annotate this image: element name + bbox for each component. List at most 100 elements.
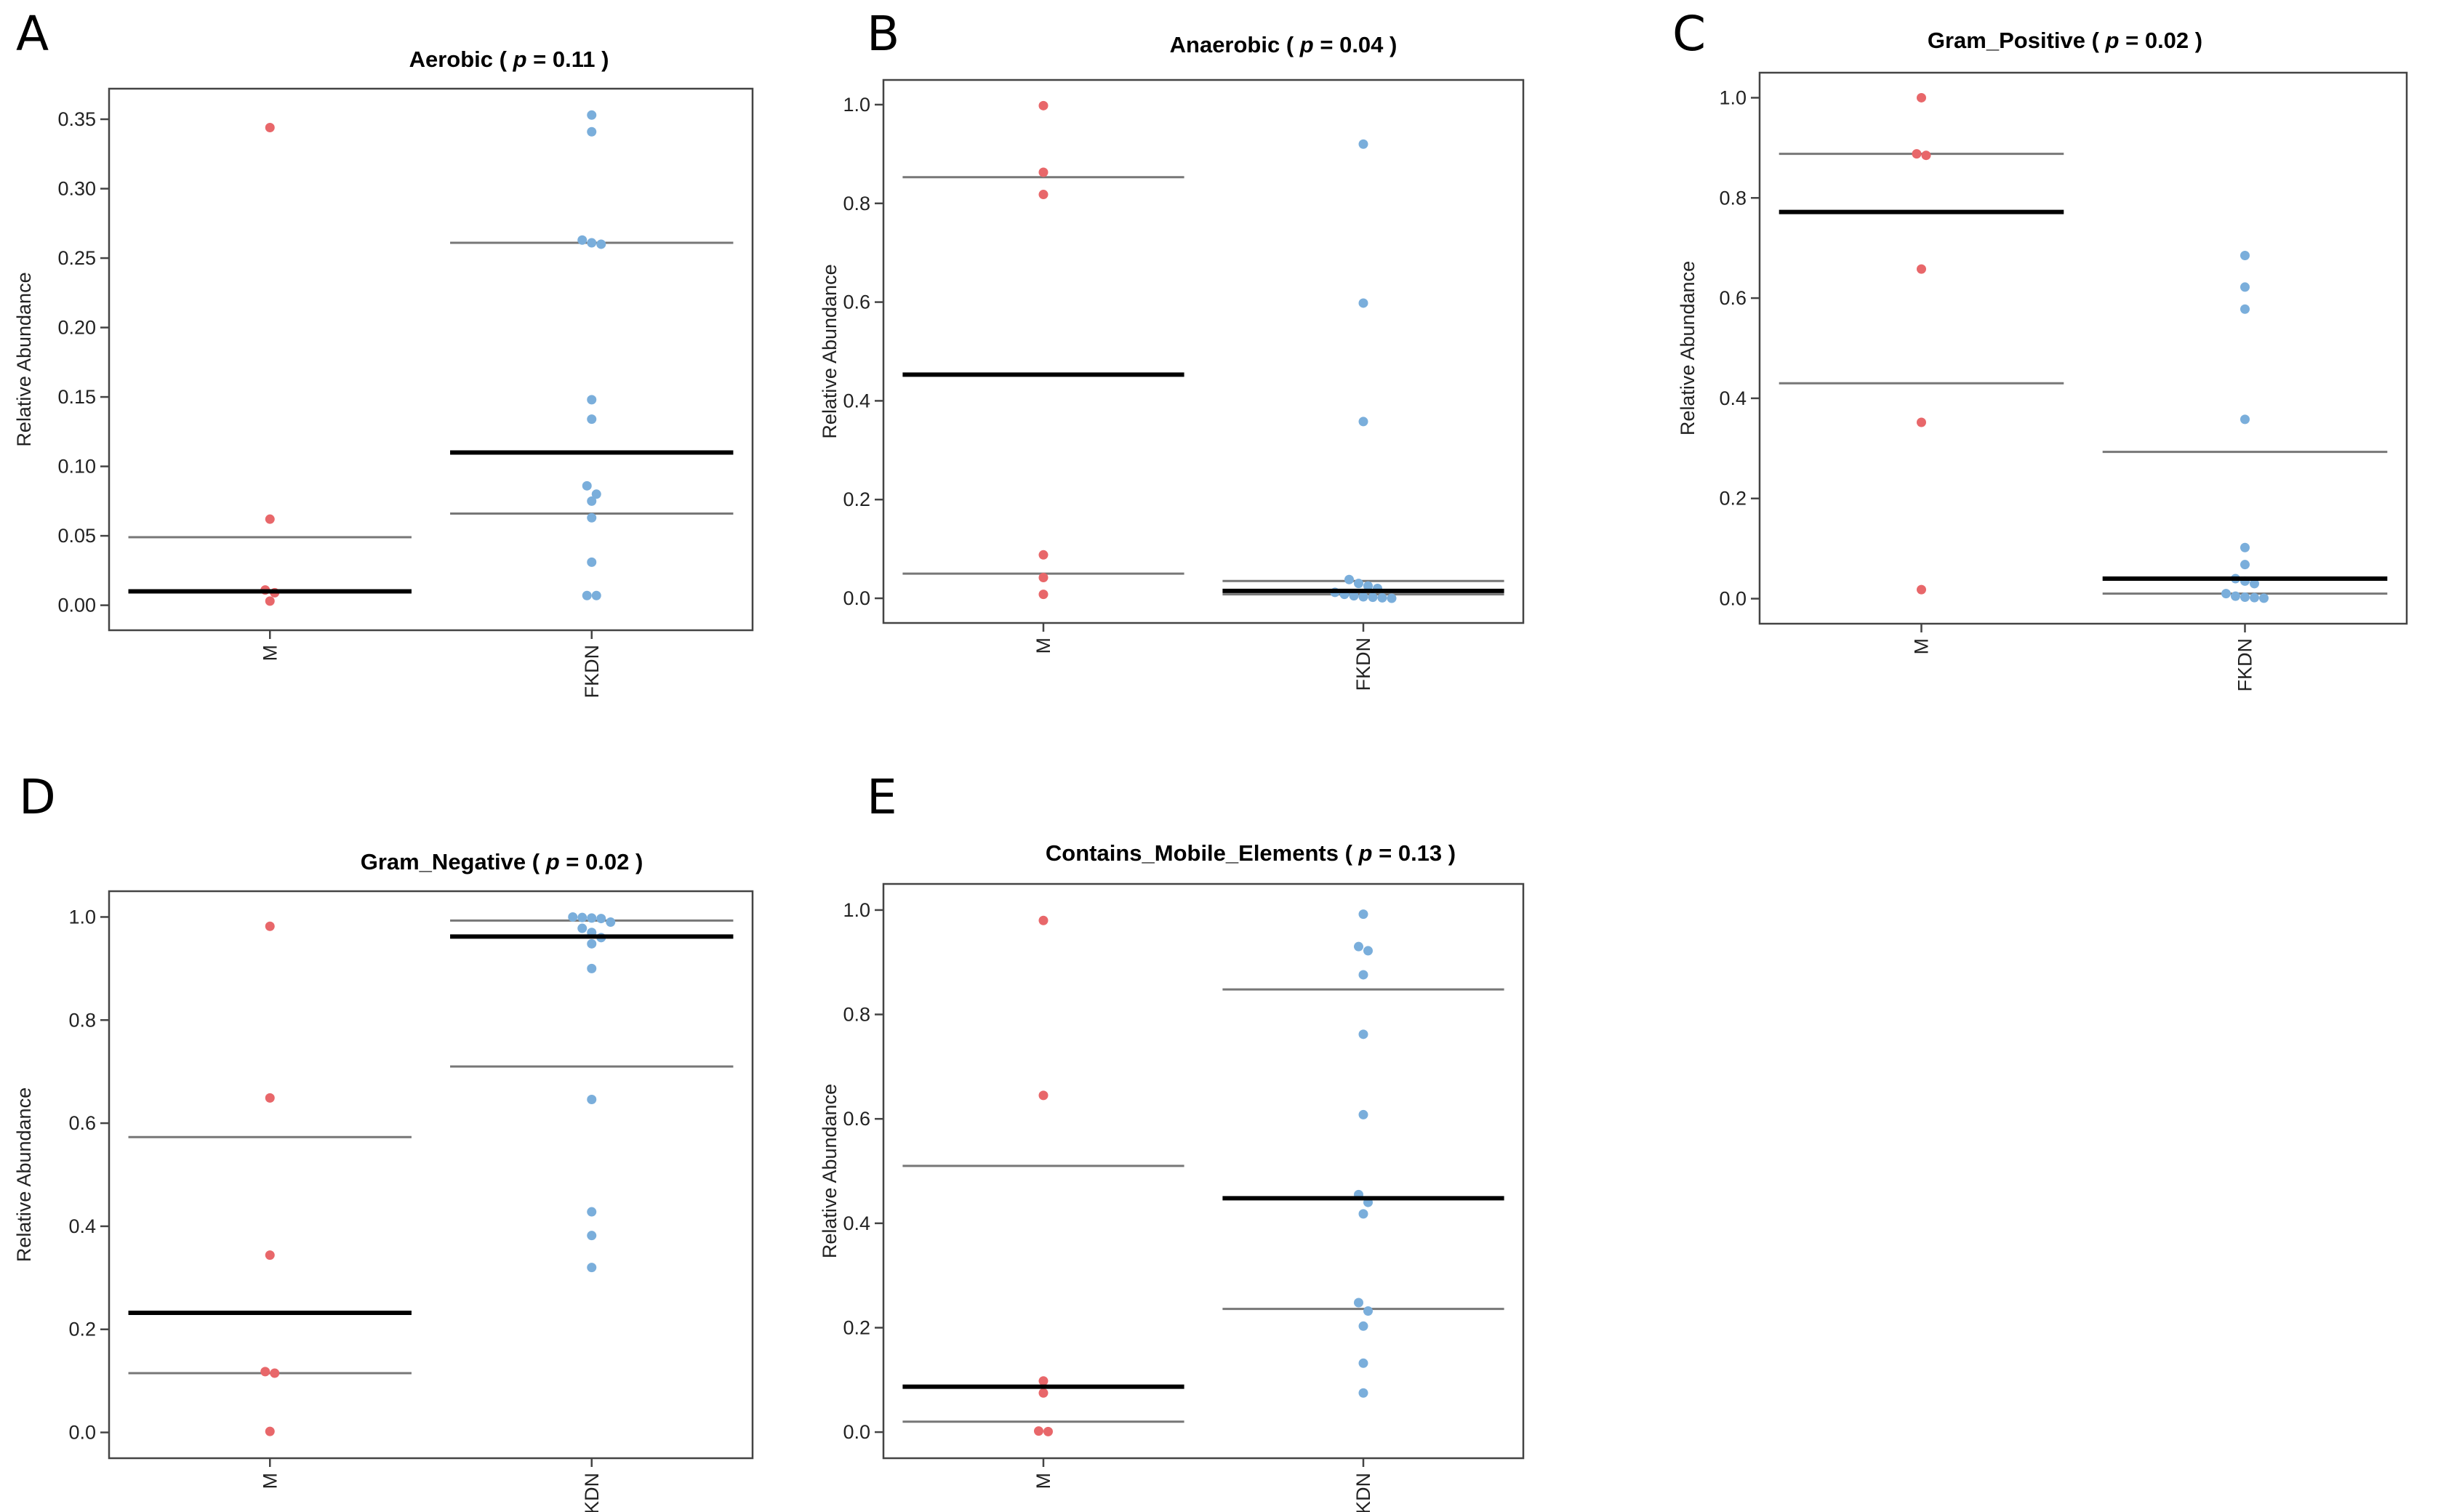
data-point — [1917, 264, 1926, 274]
data-point — [2240, 592, 2250, 602]
p-value: = 0.04 — [1320, 32, 1384, 57]
x-tick-label: M — [1032, 1473, 1054, 1489]
data-point — [1038, 573, 1048, 583]
data-point — [587, 126, 597, 137]
y-tick-label: 0.4 — [68, 1215, 96, 1237]
data-point — [568, 912, 578, 922]
p-value: = 0.02 — [566, 849, 629, 874]
y-tick-label: 0.6 — [843, 291, 870, 313]
chart-title-name: Gram_Negative — [361, 849, 526, 874]
x-tick-label: FKDN — [581, 645, 603, 699]
x-tick-label: M — [1911, 638, 1933, 655]
y-tick-label: 0.10 — [57, 456, 96, 478]
data-point — [591, 489, 601, 499]
y-tick-label: 0.2 — [843, 488, 870, 510]
data-point — [1038, 190, 1048, 200]
p-label: p — [2105, 28, 2120, 53]
data-point — [587, 238, 597, 248]
data-point — [265, 921, 275, 931]
data-point — [2240, 542, 2250, 552]
x-tick-label: M — [259, 645, 281, 662]
y-tick-label: 0.0 — [68, 1422, 96, 1444]
y-tick-label: 0.6 — [1719, 287, 1747, 309]
data-point — [587, 395, 597, 405]
y-tick-label: 0.0 — [843, 1421, 870, 1443]
data-point — [587, 963, 597, 973]
data-point — [1358, 298, 1368, 308]
data-point — [1358, 1109, 1368, 1119]
panel-letter-e: E — [867, 769, 897, 825]
chart-aerobic: Aerobic ( p = 0.11 ) 0.00 0.05 0.10 0.15 0.2… — [13, 47, 754, 699]
x-tick-label: M — [1032, 638, 1054, 654]
y-tick-label: 1.0 — [843, 899, 870, 921]
data-point — [2240, 282, 2250, 292]
y-tick-label: 1.0 — [843, 94, 870, 116]
chart-anaerobic: Anaerobic ( p = 0.04 ) 0.0 0.2 0.4 0.6 0.8 1.… — [819, 32, 1525, 691]
data-point — [606, 917, 616, 928]
data-point — [1349, 591, 1359, 601]
y-tick-label: 0.6 — [68, 1112, 96, 1134]
y-tick-label: 1.0 — [68, 906, 96, 928]
data-point — [1363, 946, 1373, 956]
panel-letter-d: D — [19, 769, 56, 825]
data-point — [1038, 100, 1048, 110]
data-point — [2240, 251, 2250, 261]
panel-d: D Gram_Negative ( p = 0.02 ) 0.0 0.2 0.4 0.… — [0, 756, 785, 1512]
data-point — [2250, 579, 2259, 589]
data-point — [2250, 592, 2259, 603]
x-tick-label: FKDN — [581, 1473, 603, 1512]
data-point — [1358, 1209, 1368, 1219]
data-point — [270, 1368, 280, 1378]
data-point — [1363, 581, 1373, 591]
data-point — [1358, 1388, 1368, 1398]
data-point — [1354, 1298, 1363, 1308]
x-tick-label: FKDN — [2234, 638, 2256, 692]
data-point — [582, 590, 592, 600]
chart-title-name: Gram_Positive — [1928, 28, 2085, 53]
panel-c: C Gram_Positive ( p = 0.02 ) 0.0 0.2 0.4 0.… — [1658, 0, 2454, 734]
data-point — [265, 1093, 275, 1103]
data-point — [2240, 414, 2250, 425]
plot-frame — [108, 87, 754, 632]
data-point — [2240, 560, 2250, 570]
data-point — [1358, 1358, 1368, 1368]
y-tick-label: 0.8 — [843, 1004, 870, 1026]
data-point — [1387, 593, 1397, 603]
data-point — [587, 110, 597, 120]
p-label: p — [1358, 840, 1373, 866]
y-tick-label: 0.8 — [68, 1009, 96, 1031]
data-point — [1917, 584, 1926, 595]
data-point — [577, 235, 588, 245]
data-point — [582, 480, 592, 491]
data-point — [1921, 150, 1931, 161]
data-point — [1344, 574, 1354, 584]
chart-title-name: Aerobic — [409, 47, 493, 72]
y-tick-label: 0.4 — [843, 390, 870, 411]
data-point — [1363, 1306, 1373, 1316]
data-point — [1038, 550, 1048, 560]
data-point — [1043, 1426, 1053, 1436]
y-tick-label: 1.0 — [1719, 87, 1747, 108]
p-label: p — [545, 849, 560, 874]
y-tick-label: 0.4 — [1719, 387, 1747, 409]
data-point — [1358, 139, 1368, 149]
data-point — [587, 1207, 597, 1217]
y-tick-label: 0.05 — [57, 525, 96, 547]
chart-gram-positive: Gram_Positive ( p = 0.02 ) 0.0 0.2 0.4 0.6 0… — [1677, 28, 2408, 692]
data-point — [2240, 304, 2250, 314]
data-point — [265, 122, 275, 132]
panel-letter-b: B — [867, 6, 900, 62]
data-point — [1358, 417, 1368, 427]
data-point — [265, 596, 275, 606]
y-tick-label: 0.2 — [1719, 488, 1747, 510]
data-point — [1358, 1029, 1368, 1040]
plot-frame — [882, 79, 1525, 624]
y-tick-label: 0.0 — [1719, 588, 1747, 610]
data-point — [587, 938, 597, 949]
data-point — [587, 512, 597, 523]
data-point — [587, 496, 597, 506]
y-tick-label: 0.25 — [57, 247, 96, 269]
data-point — [1038, 915, 1048, 925]
panel-e: E Contains_Mobile_Elements ( p = 0.13 ) … — [814, 756, 1614, 1512]
y-tick-label: 0.30 — [57, 178, 96, 200]
